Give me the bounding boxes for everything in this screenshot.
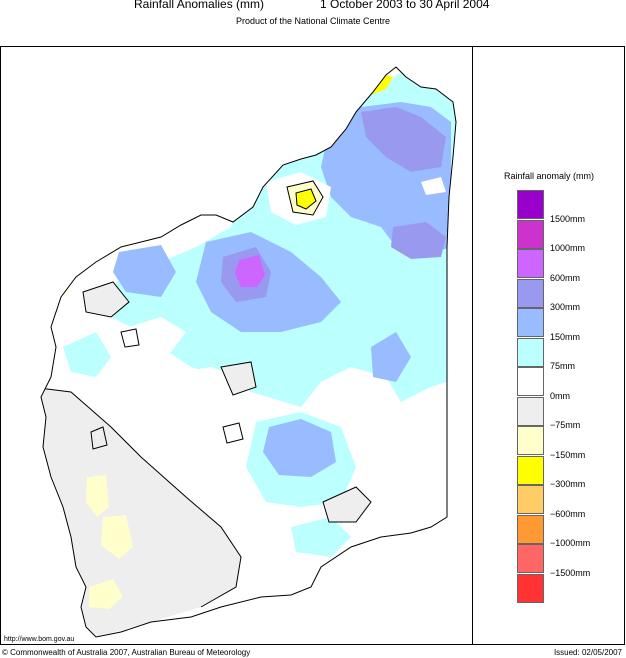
legend-tick-label: 1500mm: [550, 213, 586, 224]
legend-tick-label: 150mm: [550, 331, 581, 342]
legend-swatch: [517, 219, 544, 249]
legend-swatch: [517, 426, 544, 455]
legend-tick-label: −1000mm: [550, 538, 591, 548]
date-range: 1 October 2003 to 30 April 2004: [320, 0, 490, 11]
legend-swatch: [517, 190, 544, 219]
issued-date: Issued: 02/05/2007: [553, 648, 622, 657]
title-row: Rainfall Anomalies (mm) 1 October 2003 t…: [0, 0, 626, 14]
region-below-150mm-kimberley: [296, 189, 316, 209]
anomaly-contours: [41, 180, 372, 608]
region-below-300mm-cape: [353, 83, 371, 93]
legend-swatch: [517, 455, 544, 485]
region-below-75mm-3: [89, 579, 123, 609]
region-600-1000mm-pilbara: [235, 255, 265, 287]
contour-line: [82, 281, 130, 318]
legend-tick-label: 1000mm: [550, 243, 586, 253]
legend-swatch: [517, 337, 544, 367]
region-300-600mm-north: [361, 107, 446, 172]
region-75-150mm-southeast: [291, 517, 351, 557]
state-boundary: [40, 66, 457, 638]
legend-swatch: [517, 514, 544, 544]
source-url[interactable]: http://www.bom.gov.au: [4, 636, 75, 643]
region-150-300mm-northwest: [113, 245, 176, 297]
region-below-75mm-4: [56, 277, 69, 294]
legend-tick-label: 0mm: [550, 390, 570, 401]
contour-line: [220, 361, 257, 396]
contour-line: [295, 188, 317, 210]
legend-tick-label: −1500mm: [550, 567, 591, 578]
legend-tick-label: −75mm: [550, 420, 581, 430]
contour-line: [222, 422, 244, 444]
rainfall-anomaly-map: [40, 66, 457, 638]
legend-tick-label: 600mm: [550, 272, 581, 283]
legend-title: Rainfall anomaly (mm): [503, 171, 595, 181]
legend-tick-label: −600mm: [550, 508, 586, 519]
contour-line: [90, 426, 108, 450]
region-below-75mm-2: [101, 515, 133, 559]
contour-line: [41, 386, 242, 608]
region-75-150mm-west: [63, 332, 111, 377]
legend-swatch: [517, 367, 544, 396]
contour-line: [120, 328, 140, 348]
legend-swatch: [517, 485, 544, 514]
anomaly-regions: [41, 72, 456, 637]
copyright-notice: © Commonwealth of Australia 2007, Austra…: [2, 648, 251, 657]
region-below-0mm-east: [323, 487, 371, 522]
legend-tick-label: 75mm: [550, 361, 576, 371]
region-300-600mm-east: [391, 222, 446, 259]
map-subtitle: Product of the National Climate Centre: [235, 16, 391, 26]
region-below-75mm-1: [86, 475, 109, 517]
region-150-300mm-south: [263, 419, 336, 477]
legend-tick-label: 300mm: [550, 302, 581, 312]
map-frame: [0, 46, 625, 645]
legend-swatch: [517, 308, 544, 337]
frame-divider: [472, 46, 473, 645]
region-0mm-inland-1: [129, 317, 186, 352]
legend-swatch: [517, 544, 544, 573]
region-150-300mm-east: [371, 332, 411, 382]
contour-line: [286, 180, 324, 216]
legend-tick-label: −150mm: [550, 449, 586, 460]
contour-line: [322, 486, 372, 523]
region-0mm-inland-2: [151, 367, 251, 427]
map-title: Rainfall Anomalies (mm): [134, 0, 265, 11]
legend-swatch: [517, 396, 544, 426]
legend: Rainfall anomaly (mm) 1500mm 1000mm 600mm 3…: [474, 47, 624, 644]
legend-swatch: [517, 278, 544, 308]
legend-swatch: [517, 573, 544, 603]
region-0mm-northeast: [421, 177, 446, 195]
legend-swatch: [517, 249, 544, 278]
legend-tick-label: −300mm: [550, 479, 586, 489]
region-below-0mm-west: [83, 282, 129, 317]
